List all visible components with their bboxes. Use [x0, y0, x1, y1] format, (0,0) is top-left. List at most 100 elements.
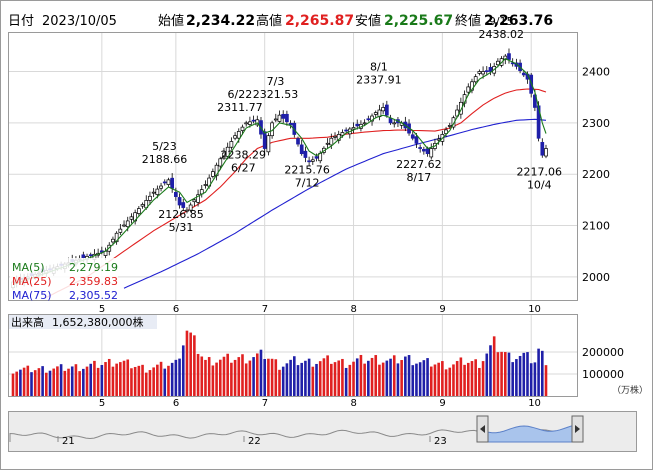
low-label: 安値 — [355, 13, 381, 29]
candle-body — [218, 158, 223, 167]
volume-bar — [359, 354, 363, 396]
volume-bar — [93, 360, 96, 396]
volume-bar — [248, 360, 252, 396]
candle-body — [540, 142, 545, 156]
volume-bar — [82, 368, 85, 396]
volume-bar — [404, 356, 407, 396]
volume-bar — [144, 372, 148, 396]
candle-body — [447, 125, 452, 127]
legend-series-value: 2,279.19 — [69, 261, 118, 274]
price-x-axis: 5 6 7 8 9 10 — [99, 304, 541, 315]
volume-bar — [278, 369, 281, 396]
candle-body — [544, 148, 548, 157]
volume-bar — [492, 336, 496, 396]
volume-bar — [478, 367, 481, 396]
volume-bar — [111, 366, 115, 396]
annotation-label: 7/12 — [295, 176, 320, 189]
volume-bar — [22, 367, 26, 396]
candle-body — [181, 202, 186, 208]
candle-body — [392, 122, 397, 125]
candle-body — [355, 123, 360, 127]
volume-bar — [526, 352, 529, 396]
volume-bar — [133, 366, 137, 396]
candle-body — [129, 216, 134, 220]
volume-bar — [237, 357, 241, 396]
annotation-label: 2337.91 — [356, 73, 402, 86]
high-value: 2,265.87 — [285, 13, 354, 29]
volume-bar — [270, 358, 274, 396]
annotation-label: 9/15 — [489, 15, 514, 28]
volume-bar — [540, 350, 544, 396]
annotation-label: 2311.77 — [217, 101, 263, 114]
volume-bar — [330, 363, 333, 396]
volume-bar — [67, 368, 70, 396]
volume-bar — [78, 371, 81, 396]
volume-bar — [448, 367, 452, 396]
legend-series-value: 2,305.52 — [69, 289, 118, 302]
ma25-line — [46, 88, 547, 298]
navigator-history-line — [9, 428, 571, 442]
candle-body — [185, 209, 189, 212]
volume-bar — [226, 353, 229, 396]
candle-body — [507, 53, 511, 60]
volume-bar — [396, 363, 400, 396]
volume-bar — [126, 359, 130, 396]
volume-bar — [296, 365, 300, 396]
navigator-left-arrow-icon — [480, 425, 485, 433]
volume-bar — [433, 364, 437, 396]
candle-body — [148, 195, 152, 201]
volume-bar — [518, 355, 522, 396]
volume-bar — [37, 368, 41, 396]
volume-bar — [89, 363, 93, 396]
volume-panel-frame — [8, 314, 578, 397]
volume-bar — [400, 360, 403, 396]
price-tick-label: 2000 — [582, 271, 610, 284]
volume-bar — [348, 364, 352, 396]
close-label: 終値 — [455, 13, 481, 29]
annotation-label: 10/4 — [527, 178, 552, 191]
volume-bar — [503, 352, 507, 396]
candle-body — [422, 149, 426, 152]
volume-bars — [11, 330, 548, 396]
legend-series-value: 2,359.83 — [69, 275, 118, 288]
open-value: 2,234.22 — [186, 13, 255, 29]
candle-body — [459, 101, 463, 115]
candle-body — [303, 150, 308, 158]
volume-bar — [185, 330, 189, 396]
annotation-label: 5/23 — [152, 140, 177, 153]
volume-bar — [370, 357, 374, 396]
volume-bar — [426, 358, 429, 396]
candle-body — [384, 104, 389, 116]
annotation-label: 2126.85 — [158, 208, 204, 221]
volume-bar — [363, 363, 366, 396]
volume-bar — [274, 359, 278, 396]
candle-body — [122, 224, 126, 227]
volume-bar — [459, 357, 463, 396]
volume-bar — [315, 363, 318, 396]
volume-bar — [26, 365, 30, 396]
volume-bar — [204, 359, 207, 396]
candle-body — [118, 228, 123, 233]
volume-bar — [489, 345, 492, 396]
volume-month-label: 8 — [351, 398, 357, 409]
candle-body — [125, 220, 130, 228]
volume-bar — [74, 364, 78, 396]
volume-bar — [344, 367, 348, 396]
volume-month-label: 7 — [262, 398, 268, 409]
candle-body — [314, 156, 319, 159]
volume-bar — [156, 364, 159, 396]
candle-body — [310, 159, 315, 162]
candle-body — [166, 179, 171, 185]
candle-body — [140, 204, 145, 207]
volume-bar — [422, 360, 426, 396]
date-label: 日付 — [8, 14, 34, 29]
volume-bar — [378, 364, 381, 396]
price-tick-label: 2100 — [582, 220, 610, 233]
volume-bar — [122, 360, 126, 396]
candle-body — [336, 134, 341, 141]
volume-bar — [466, 362, 470, 396]
candle-body — [203, 184, 208, 186]
volume-bar — [507, 352, 511, 396]
volume-month-label: 5 — [99, 398, 105, 409]
